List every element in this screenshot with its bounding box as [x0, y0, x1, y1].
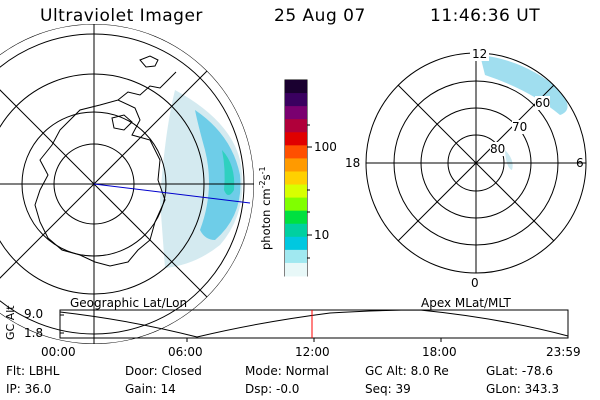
colorbar-band — [285, 210, 307, 225]
status-glat: GLat: -78.6 — [486, 364, 553, 378]
time-tick-0600: 06:00 — [168, 345, 203, 359]
colorbar — [284, 79, 312, 277]
date-label: 25 Aug 07 — [274, 6, 366, 26]
altitude-tick-high: 9.0 — [24, 307, 44, 321]
colorbar-band — [285, 119, 307, 133]
altitude-tick-low: 1.8 — [24, 326, 44, 340]
colorbar-band — [285, 184, 307, 199]
colorbar-tick-100: 100 — [314, 140, 337, 154]
peninsula-coastline — [117, 71, 177, 101]
mlt-label-6: 6 — [576, 156, 584, 170]
time-tick-1200: 12:00 — [295, 345, 330, 359]
colorbar-unit-label: photon cm-2s-1 — [258, 166, 273, 250]
status-mode: Mode: Normal — [245, 364, 329, 378]
colorbar-band — [285, 249, 307, 264]
status-dsp: Dsp: -0.0 — [245, 382, 300, 396]
right-map-title: Apex MLat/MLT — [421, 296, 511, 310]
colorbar-band — [285, 93, 307, 107]
colorbar-band — [285, 145, 307, 159]
apex-map — [365, 52, 587, 274]
status-glon: GLon: 343.3 — [486, 382, 559, 396]
colorbar-band — [285, 223, 307, 238]
time-tick-1800: 18:00 — [422, 345, 457, 359]
colorbar-band — [285, 132, 307, 146]
altitude-plot — [59, 309, 569, 342]
colorbar-band — [285, 262, 307, 277]
status-seq: Seq: 39 — [365, 382, 411, 396]
altitude-axis-title: GC Alt — [4, 305, 17, 340]
coastline — [34, 99, 166, 267]
mlat-label-80: 80 — [490, 142, 506, 156]
instrument-title: Ultraviolet Imager — [40, 6, 203, 26]
colorbar-band — [285, 80, 307, 94]
mlat-label-70: 70 — [512, 120, 528, 134]
colorbar-band — [285, 236, 307, 251]
status-door: Door: Closed — [125, 364, 202, 378]
time-tick-2359: 23:59 — [546, 345, 581, 359]
colorbar-band — [285, 171, 307, 186]
geographic-map — [0, 24, 254, 344]
mlt-label-12: 12 — [470, 47, 490, 61]
mlat-label-60: 60 — [535, 96, 551, 110]
status-filter: Flt: LBHL — [6, 364, 60, 378]
status-gain: Gain: 14 — [125, 382, 176, 396]
colorbar-band — [285, 106, 307, 120]
colorbar-band — [285, 158, 307, 172]
status-ip: IP: 36.0 — [6, 382, 52, 396]
ice-shelf-outline — [111, 114, 133, 131]
altitude-curve — [59, 309, 569, 338]
mlt-label-18: 18 — [345, 156, 361, 170]
aurora-image-bright — [195, 110, 241, 240]
time-label: 11:46:36 UT — [430, 6, 541, 26]
terminator-line — [93, 183, 251, 204]
left-map-title: Geographic Lat/Lon — [70, 296, 188, 310]
colorbar-band — [285, 197, 307, 212]
colorbar-tick-10: 10 — [314, 228, 330, 242]
time-tick-0000: 00:00 — [41, 345, 76, 359]
mlt-label-0: 0 — [471, 276, 479, 290]
status-gc-alt: GC Alt: 8.0 Re — [365, 364, 449, 378]
